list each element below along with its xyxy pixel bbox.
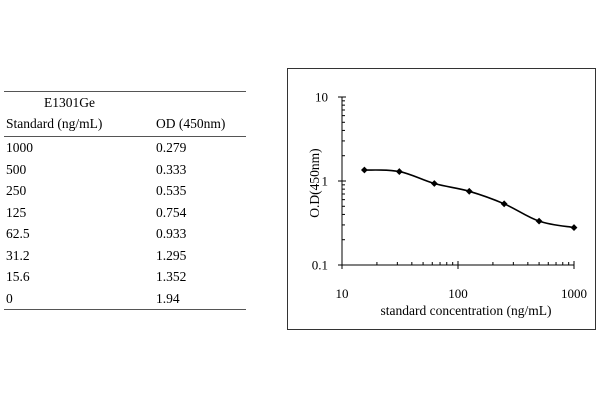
- cell-standard: 250: [6, 183, 27, 198]
- data-point: [361, 166, 368, 174]
- table-row: 500 0.333: [4, 159, 246, 181]
- table-row: 15.6 1.352: [4, 266, 246, 288]
- data-point: [395, 168, 403, 175]
- y-axis-title: O.D(450nm): [307, 148, 322, 217]
- data-point: [535, 217, 543, 225]
- cell-od: 1.352: [156, 269, 187, 284]
- cell-standard: 15.6: [6, 269, 30, 284]
- table-row: 31.2 1.295: [4, 245, 246, 267]
- data-point: [500, 200, 508, 208]
- cell-standard: 500: [6, 161, 27, 177]
- cell-od: 0.333: [156, 161, 187, 177]
- od-standard-curve-chart: 10 1 0.1 10 100 1000 standard concentration (n…: [307, 90, 587, 319]
- x-tick-label: 100: [448, 286, 468, 301]
- data-point: [570, 224, 578, 231]
- chart-frame: 10 1 0.1 10 100 1000 standard concentration (n…: [287, 68, 596, 330]
- cell-od: 0.933: [156, 226, 187, 241]
- standard-table: E1301Ge Standard (ng/mL) OD (450nm) 1000…: [4, 91, 246, 310]
- cell-standard: 31.2: [6, 247, 30, 263]
- cell-standard: 62.5: [6, 226, 30, 241]
- header-standard: Standard (ng/mL): [6, 116, 103, 131]
- table-row: 62.5 0.933: [4, 223, 246, 245]
- cell-od: 1.295: [156, 247, 187, 263]
- table-body: 1000 0.279 500 0.333 250 0.535 125 0.754 62.5 0.9…: [4, 137, 246, 309]
- y-tick-label: 1: [322, 174, 329, 189]
- cell-od: 1.94: [156, 290, 180, 306]
- y-tick-label: 0.1: [312, 258, 328, 273]
- table-row: 0 1.94: [4, 288, 246, 310]
- cell-od: 0.754: [156, 204, 187, 220]
- table-caption: E1301Ge: [44, 95, 95, 110]
- cell-od: 0.279: [156, 140, 187, 155]
- table-row: 250 0.535: [4, 180, 246, 202]
- data-point: [430, 180, 438, 187]
- x-axis-title: standard concentration (ng/mL): [381, 303, 552, 318]
- cell-od: 0.535: [156, 183, 187, 198]
- table-header-row: Standard (ng/mL) OD (450nm): [4, 114, 246, 137]
- series-line: [364, 169, 575, 229]
- table-row: 1000 0.279: [4, 137, 246, 159]
- cell-standard: 1000: [6, 140, 33, 155]
- cell-standard: 0: [6, 290, 13, 306]
- y-tick-label: 10: [315, 90, 328, 105]
- data-point: [465, 187, 473, 195]
- x-tick-label: 1000: [561, 286, 587, 301]
- header-od: OD (450nm): [156, 116, 226, 131]
- x-tick-label: 10: [336, 286, 349, 301]
- cell-standard: 125: [6, 204, 27, 220]
- table-row: 125 0.754: [4, 202, 246, 224]
